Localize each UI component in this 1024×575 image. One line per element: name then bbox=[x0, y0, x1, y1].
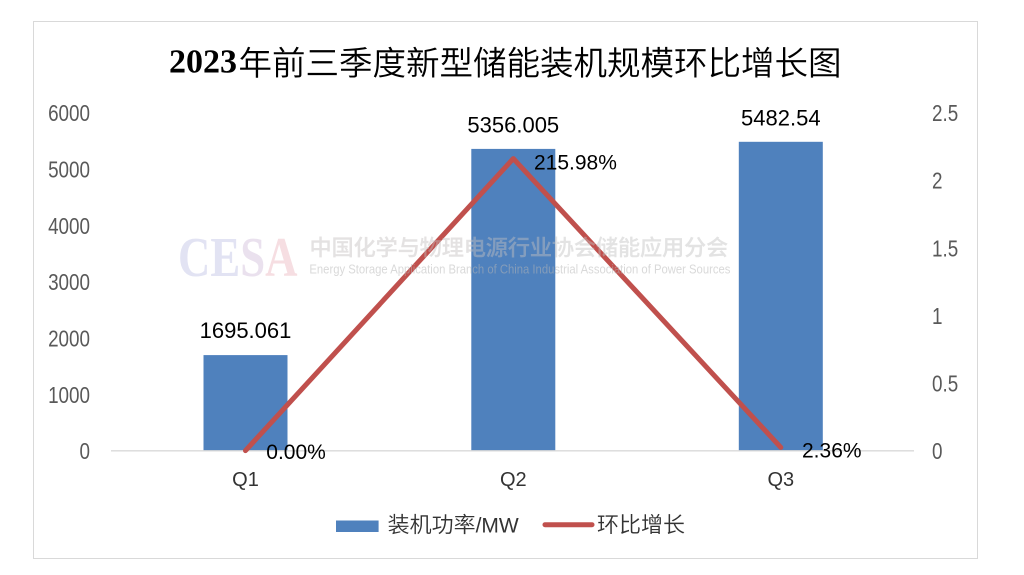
svg-text:0: 0 bbox=[932, 439, 942, 464]
svg-text:4000: 4000 bbox=[48, 214, 90, 239]
svg-text:5482.54: 5482.54 bbox=[741, 106, 821, 131]
svg-text:1.5: 1.5 bbox=[932, 237, 958, 262]
svg-text:6000: 6000 bbox=[48, 101, 90, 126]
svg-text:2: 2 bbox=[932, 169, 942, 194]
svg-text:1695.061: 1695.061 bbox=[200, 318, 292, 343]
svg-text:1: 1 bbox=[932, 304, 942, 329]
svg-text:Q1: Q1 bbox=[232, 469, 259, 491]
svg-text:Energy Storage Application Bra: Energy Storage Application Branch of Chi… bbox=[309, 263, 730, 277]
svg-text:Q3: Q3 bbox=[767, 469, 794, 491]
svg-text:Q2: Q2 bbox=[500, 469, 527, 491]
svg-text:/MW: /MW bbox=[476, 514, 519, 537]
svg-text:5356.005: 5356.005 bbox=[467, 112, 559, 137]
svg-text:2.5: 2.5 bbox=[932, 101, 958, 126]
svg-text:0: 0 bbox=[80, 439, 90, 464]
svg-text:CESA: CESA bbox=[178, 226, 298, 288]
svg-text:1000: 1000 bbox=[48, 383, 90, 408]
svg-text:5000: 5000 bbox=[48, 158, 90, 183]
svg-text:2000: 2000 bbox=[48, 327, 90, 352]
svg-text:3000: 3000 bbox=[48, 270, 90, 295]
svg-text:2.36%: 2.36% bbox=[802, 440, 862, 463]
svg-text:0.5: 0.5 bbox=[932, 372, 958, 397]
svg-text:2023: 2023 bbox=[169, 44, 237, 81]
svg-text:0.00%: 0.00% bbox=[266, 441, 326, 464]
svg-text:215.98%: 215.98% bbox=[534, 152, 617, 175]
